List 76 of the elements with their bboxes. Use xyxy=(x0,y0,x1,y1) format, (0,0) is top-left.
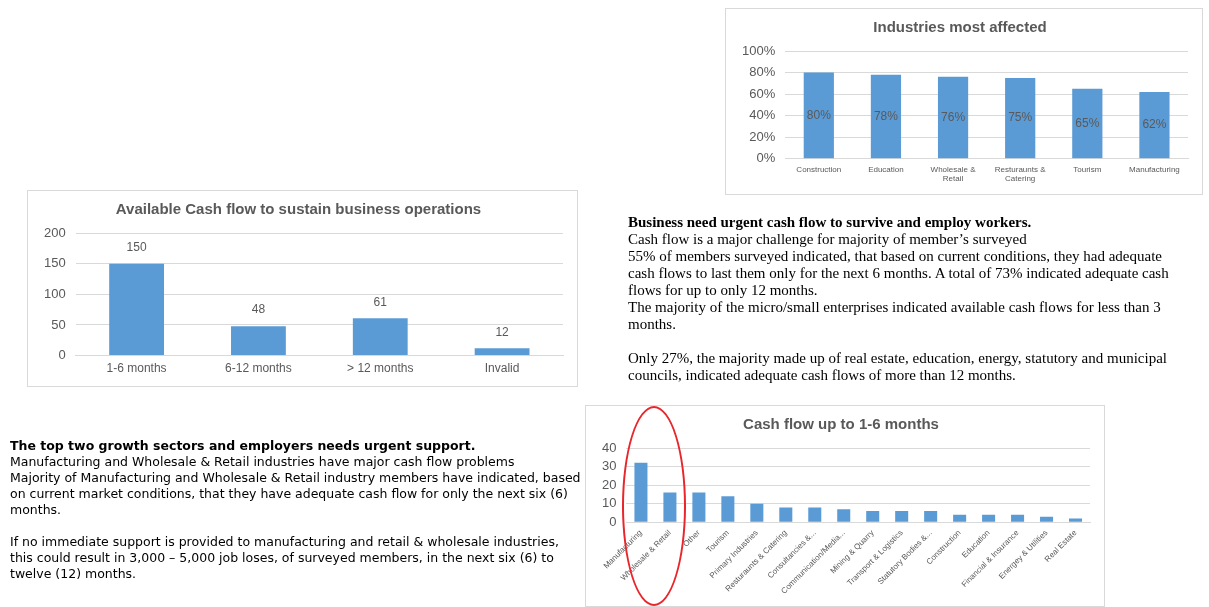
bar xyxy=(937,76,969,159)
text: Manufacturing and Wholesale & Retail industries have major cash flow problems xyxy=(10,454,516,470)
y-tick-label: 200 xyxy=(43,224,66,240)
category-label: Construction xyxy=(796,164,842,174)
y-tick-label: 80% xyxy=(749,64,776,80)
text: The top two growth sectors and employers needs urgent support. xyxy=(10,438,477,454)
y-tick-label: 20% xyxy=(749,128,776,144)
text: Only 27%, the majority made up of real estate, education, energy, statutory and municipal councils, indicated adequate cash flows of more than 12 months. xyxy=(628,350,1168,384)
bar xyxy=(663,492,677,522)
x-tick-label: > 12 months xyxy=(347,361,414,376)
bar xyxy=(870,74,902,159)
data-label: 12 xyxy=(495,324,510,339)
bar xyxy=(692,492,706,522)
x-tick-label: 1-6 months xyxy=(106,361,167,376)
bar xyxy=(634,462,648,522)
text: Cash flow is a major challenge for majority of member’s surveyed xyxy=(628,231,1028,248)
bar xyxy=(803,72,834,159)
bar xyxy=(1069,518,1083,522)
text: Business need urgent cash flow to survive and employ workers. xyxy=(628,214,1033,231)
text: Majority of Manufacturing and Wholesale & Retail industry members have indicated, based on current market conditions, that they have adequate cash flow for only the next six (6) months. xyxy=(10,470,582,518)
bar xyxy=(808,507,822,522)
bar xyxy=(779,507,793,522)
bar xyxy=(109,263,165,356)
category-label: Tourism xyxy=(1073,164,1102,174)
data-label: 150 xyxy=(126,239,147,254)
bar xyxy=(837,509,851,522)
y-tick-label: 30 xyxy=(601,458,617,474)
bar xyxy=(1139,91,1170,159)
bar xyxy=(1005,77,1036,159)
bar xyxy=(924,511,938,522)
category-label: Education xyxy=(868,164,904,174)
y-tick-label: 50 xyxy=(51,316,66,332)
text: 55% of members surveyed indicated, that based on current conditions, they had adequate cash flows to last them only for the next 6 months. A total of 73% indicated adequate cash flows for up to only 12 months. xyxy=(628,248,1170,299)
y-tick-label: 100% xyxy=(742,42,776,58)
x-tick-label: Invalid xyxy=(484,361,520,376)
category-label: Resturaunts & xyxy=(994,164,1046,174)
category-label: Wholesale & xyxy=(930,164,976,174)
x-tick-label: 6-12 months xyxy=(225,361,292,376)
data-label: 80% xyxy=(806,107,832,122)
y-tick-label: 60% xyxy=(749,85,776,101)
y-tick-label: 0% xyxy=(756,150,776,166)
y-tick-label: 0 xyxy=(609,513,617,529)
y-tick-label: 0 xyxy=(58,347,66,363)
y-tick-label: 20 xyxy=(601,476,617,492)
category-label: Manufacturing xyxy=(1129,164,1180,174)
y-tick-label: 40 xyxy=(601,439,617,455)
data-label: 65% xyxy=(1075,115,1100,130)
y-tick-label: 150 xyxy=(43,255,66,271)
category-label: Retail xyxy=(942,174,964,184)
bar xyxy=(895,511,909,522)
bar xyxy=(982,514,996,522)
bar xyxy=(352,318,408,356)
bar xyxy=(474,348,530,356)
bar xyxy=(866,511,880,522)
data-label: 75% xyxy=(1008,110,1033,125)
data-label: 61 xyxy=(373,294,388,309)
bar xyxy=(750,503,764,522)
bar xyxy=(1072,88,1103,159)
data-label: 48 xyxy=(251,302,266,317)
bar xyxy=(953,514,967,522)
chart-title: Cash flow up to 1-6 months xyxy=(743,415,939,433)
y-tick-label: 100 xyxy=(43,285,66,301)
data-label: 62% xyxy=(1142,117,1167,132)
text: If no immediate support is provided to manufacturing and retail & wholesale industries, this could result in 3,000 – 5,000 job loses, of surveyed members, in the next six (6) to twelve (12) months. xyxy=(10,534,560,582)
y-tick-label: 40% xyxy=(749,107,776,123)
chart-title: Available Cash flow to sustain business operations xyxy=(115,200,482,218)
chart-title: Industries most affected xyxy=(873,18,1047,36)
data-label: 78% xyxy=(873,108,899,123)
bar xyxy=(721,496,735,522)
bar xyxy=(231,326,286,356)
bar xyxy=(1040,516,1054,522)
category-label: Catering xyxy=(1005,174,1036,184)
bar xyxy=(1011,514,1025,522)
y-tick-label: 10 xyxy=(601,495,617,511)
data-label: 76% xyxy=(941,109,966,124)
text: The majority of the micro/small enterprises indicated available cash flows for less than 3 months. xyxy=(628,299,1162,333)
